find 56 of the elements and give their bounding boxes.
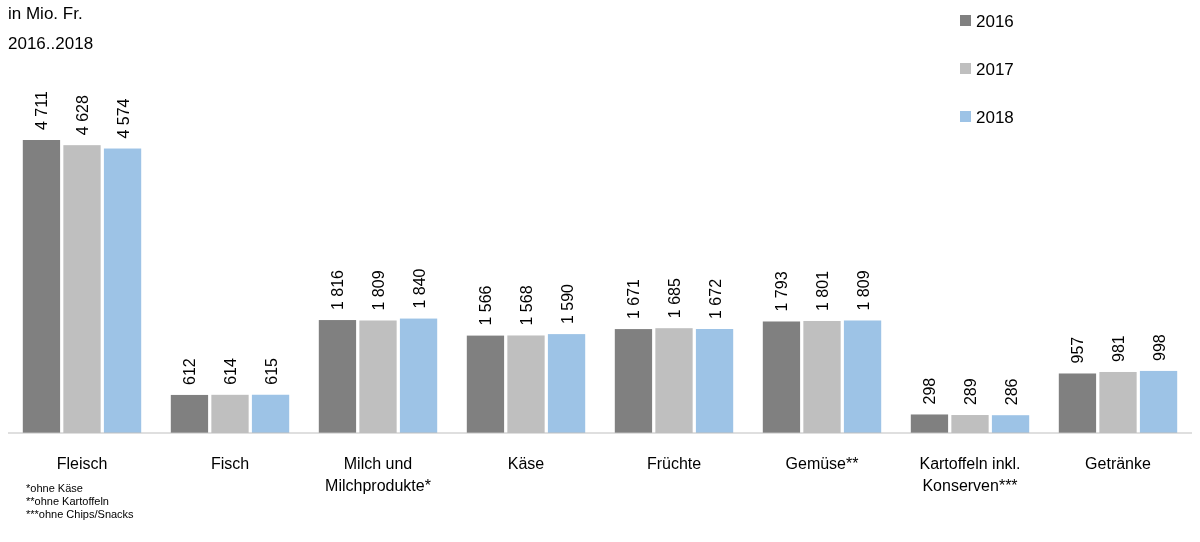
data-label: 1 840	[410, 268, 428, 309]
legend-label: 2018	[976, 108, 1014, 127]
text: **ohne Kartoffeln	[26, 495, 109, 507]
data-label: 1 590	[558, 283, 576, 325]
bar	[614, 329, 653, 433]
data-label: 298	[921, 377, 939, 405]
data-label: 4 628	[74, 95, 91, 136]
bar	[843, 320, 882, 433]
chart-subtitle: 2016..2018	[8, 34, 94, 53]
x-tick-label: Fisch	[210, 455, 250, 472]
bar	[170, 394, 209, 433]
bar	[399, 318, 438, 433]
bar	[103, 148, 142, 433]
legend-label: 2016	[976, 12, 1014, 31]
data-label: 1 809	[370, 270, 387, 311]
bar	[251, 394, 290, 433]
data-label: 1 816	[329, 269, 347, 311]
x-tick-label: Milch und Milchprodukte*	[325, 455, 431, 494]
data-label: 1 685	[666, 278, 683, 319]
bar	[466, 335, 505, 433]
bar	[318, 320, 357, 433]
x-tick-label: Käse	[507, 455, 545, 472]
data-label: 957	[1069, 336, 1087, 364]
chart-title: in Mio. Fr.	[8, 4, 83, 23]
data-label: 1 672	[706, 278, 724, 320]
data-label: 1 809	[854, 270, 872, 311]
data-label: 614	[222, 358, 239, 385]
bar	[695, 329, 734, 433]
x-tick-label: Fleisch	[56, 455, 108, 472]
data-label: 1 793	[773, 271, 791, 312]
bar	[22, 140, 61, 433]
x-tick-label: Früchte	[646, 455, 702, 472]
data-label: 981	[1110, 335, 1127, 362]
data-label: 1 671	[625, 278, 643, 320]
text: ***ohne Chips/Snacks	[26, 508, 135, 520]
data-label: 1 568	[518, 285, 535, 326]
bar	[1058, 373, 1097, 433]
data-label: 1 801	[814, 270, 831, 311]
bar	[1139, 370, 1178, 433]
data-label: 286	[1002, 378, 1020, 406]
bar	[991, 415, 1030, 433]
data-label: 4 574	[114, 98, 132, 139]
x-tick-label: Getränke	[1085, 455, 1152, 472]
legend-label: 2017	[976, 60, 1014, 79]
data-label: 612	[181, 358, 199, 385]
bar	[762, 321, 801, 433]
x-tick-label: Gemüse**	[785, 455, 859, 472]
bar	[547, 334, 586, 433]
data-label: 289	[962, 378, 979, 406]
text: *ohne Käse	[26, 482, 83, 494]
data-label: 615	[262, 357, 280, 385]
data-label: 4 711	[33, 91, 51, 130]
bar	[910, 414, 949, 433]
data-label: 1 566	[477, 285, 495, 326]
data-label: 998	[1150, 334, 1168, 361]
x-tick-label: Kartoffeln inkl. Konserven***	[919, 455, 1021, 494]
